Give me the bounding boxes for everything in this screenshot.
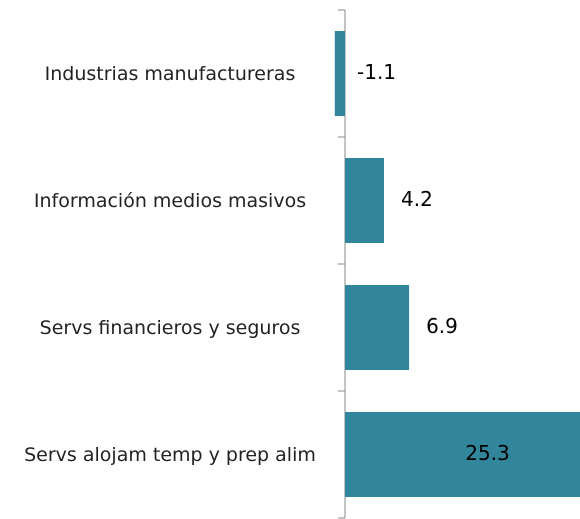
bar: [345, 158, 385, 243]
value-label: 6.9: [426, 314, 458, 338]
bar: [345, 412, 580, 497]
value-label: 4.2: [401, 187, 433, 211]
category-label: Información medios masivos: [33, 189, 307, 212]
bar: [334, 31, 345, 116]
category-label: Servs financieros y seguros: [39, 316, 301, 339]
value-label: -1.1: [357, 60, 396, 84]
category-label: Servs alojam temp y prep alim: [24, 443, 316, 466]
category-label: Industrias manufactureras: [44, 62, 296, 85]
value-label: 25.3: [465, 441, 510, 465]
bar: [345, 285, 410, 370]
